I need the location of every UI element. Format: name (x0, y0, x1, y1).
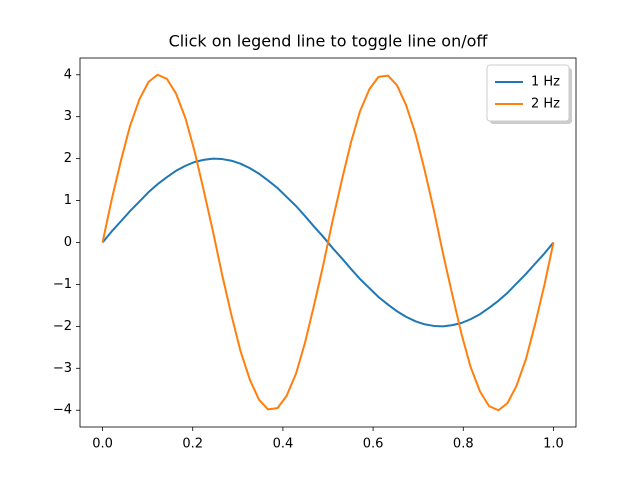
y-tick-label: 4 (64, 67, 72, 82)
y-tick-label: 2 (64, 151, 72, 166)
x-tick-label: 0.2 (182, 437, 203, 452)
legend-label: 2 Hz (531, 97, 560, 112)
x-tick-label: 0.0 (92, 437, 113, 452)
x-tick-label: 0.8 (453, 437, 474, 452)
y-tick-label: −2 (53, 319, 72, 334)
y-tick-label: −1 (53, 277, 72, 292)
chart-title: Click on legend line to toggle line on/o… (169, 32, 489, 51)
y-tick-label: −4 (53, 403, 72, 418)
legend-label: 1 Hz (531, 75, 560, 90)
axes-frame (79, 57, 577, 428)
x-tick-label: 0.6 (363, 437, 384, 452)
series-line (101, 73, 555, 412)
legend-box (486, 64, 570, 122)
y-tick-label: 1 (64, 193, 72, 208)
x-tick-label: 1.0 (543, 437, 564, 452)
y-tick-label: 0 (64, 235, 72, 250)
y-tick-label: 3 (64, 109, 72, 124)
y-tick-label: −3 (53, 361, 72, 376)
x-tick-label: 0.4 (273, 437, 294, 452)
